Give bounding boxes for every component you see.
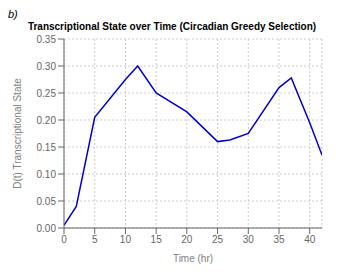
svg-text:Time (hr): Time (hr) (173, 253, 213, 264)
svg-text:0.15: 0.15 (37, 142, 57, 153)
svg-text:5: 5 (92, 234, 98, 245)
svg-text:20: 20 (181, 234, 193, 245)
svg-text:0.05: 0.05 (37, 196, 57, 207)
svg-text:15: 15 (151, 234, 163, 245)
svg-text:0.35: 0.35 (37, 34, 57, 45)
html-text:Transcriptional State over Tim: Transcriptional State over Time (Circadi… (27, 21, 317, 32)
svg-text:0.25: 0.25 (37, 88, 57, 99)
svg-text:40: 40 (304, 234, 316, 245)
html-text:b): b) (8, 8, 18, 20)
svg-text:0.10: 0.10 (37, 169, 57, 180)
svg-text:30: 30 (243, 234, 255, 245)
svg-text:10: 10 (120, 234, 132, 245)
svg-text:0.20: 0.20 (37, 115, 57, 126)
svg-text:0.30: 0.30 (37, 61, 57, 72)
svg-text:35: 35 (273, 234, 285, 245)
svg-text:0.00: 0.00 (37, 223, 57, 234)
svg-text:D(t) Transcriptional State: D(t) Transcriptional State (12, 78, 23, 189)
svg-text:0: 0 (61, 234, 67, 245)
svg-text:25: 25 (212, 234, 224, 245)
